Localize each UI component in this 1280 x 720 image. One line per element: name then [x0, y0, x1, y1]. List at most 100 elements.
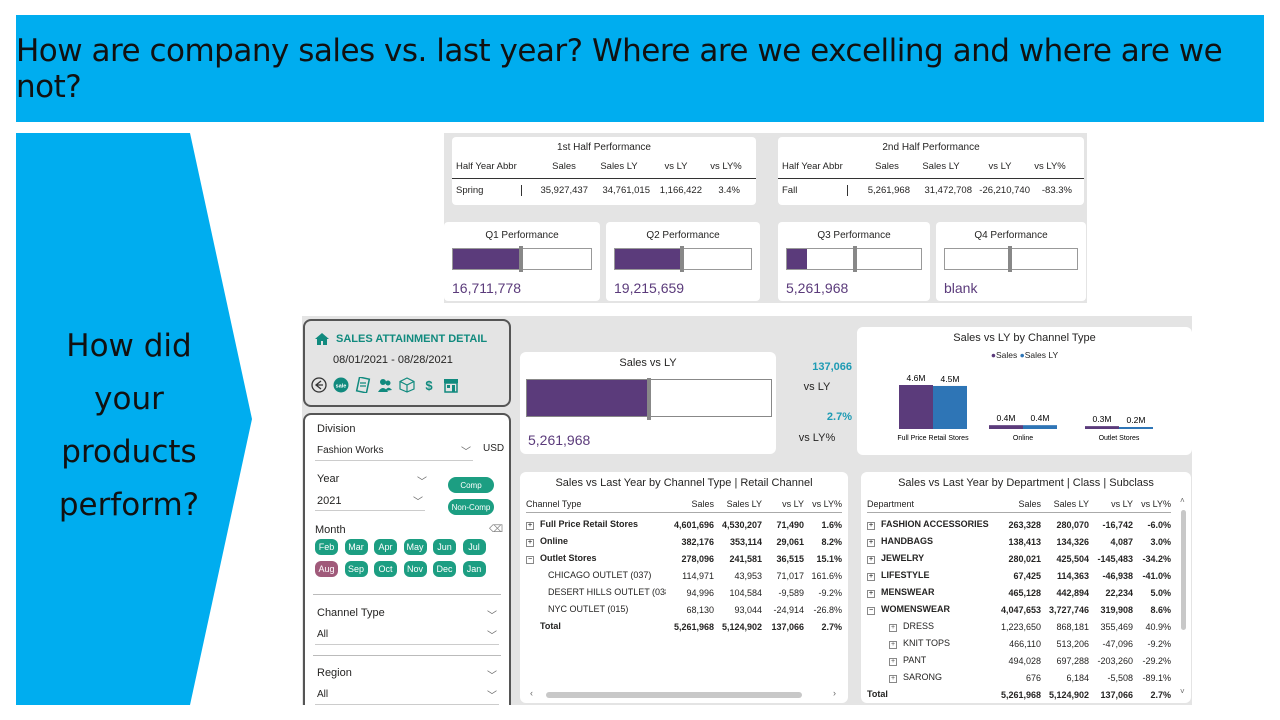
- table-row[interactable]: Total 5,261,968 5,124,902 137,066 2.7%: [867, 686, 1171, 703]
- invoice-icon[interactable]: [355, 377, 371, 393]
- channel-type-dropdown[interactable]: All ﹀: [315, 627, 499, 645]
- column-header[interactable]: Sales: [1018, 498, 1041, 509]
- year-dropdown[interactable]: 2021 ﹀: [315, 493, 425, 511]
- month-button-may[interactable]: May: [403, 539, 427, 555]
- month-button-mar[interactable]: Mar: [344, 539, 368, 555]
- table-row[interactable]: NYC OUTLET (015) 68,130 93,044 -24,914 -26.8…: [526, 601, 842, 618]
- column-header[interactable]: Sales LY: [726, 498, 762, 509]
- cell: 43,953: [734, 570, 762, 581]
- eraser-icon[interactable]: ⌫: [489, 524, 504, 535]
- table-row[interactable]: DESERT HILLS OUTLET (038) 94,996 104,584 -9…: [526, 584, 842, 601]
- column-header[interactable]: Sales LY: [1053, 498, 1089, 509]
- comp-button[interactable]: Comp: [448, 477, 494, 493]
- table-row[interactable]: CHICAGO OUTLET (037) 114,971 43,953 71,017 1…: [526, 567, 842, 584]
- bar-sales-ly-1[interactable]: [1023, 425, 1057, 429]
- column-header[interactable]: Department: [867, 498, 915, 509]
- expand-icon[interactable]: +: [867, 556, 875, 565]
- table-row[interactable]: + FASHION ACCESSORIES 263,328 280,070 -16,74…: [867, 516, 1171, 533]
- cell: 68,130: [686, 604, 714, 615]
- collapse-icon[interactable]: −: [867, 607, 875, 616]
- legend-sales: Sales: [995, 350, 1018, 360]
- collapse-icon[interactable]: −: [526, 556, 534, 565]
- column-header[interactable]: Sales: [691, 498, 714, 509]
- scroll-up-icon[interactable]: ˄: [1180, 496, 1185, 505]
- scroll-thumb[interactable]: [1181, 510, 1186, 630]
- scroll-thumb[interactable]: [546, 692, 802, 698]
- month-button-oct[interactable]: Oct: [374, 561, 397, 577]
- store-icon[interactable]: [443, 377, 459, 393]
- people-icon[interactable]: [377, 377, 393, 393]
- table-row[interactable]: + JEWELRY 280,021 425,504 -145,483 -34.2%: [867, 550, 1171, 567]
- month-button-jan[interactable]: Jan: [462, 561, 486, 577]
- q1-target: [518, 246, 523, 272]
- expand-icon[interactable]: +: [867, 539, 875, 548]
- column-header[interactable]: vs LY%: [1141, 498, 1171, 509]
- second-half-title: 2nd Half Performance: [882, 142, 980, 153]
- month-button-jul[interactable]: Jul: [462, 539, 486, 555]
- table-row[interactable]: + Online 382,176 353,114 29,061 8.2%: [526, 533, 842, 550]
- scroll-down-icon[interactable]: ˅: [1180, 687, 1185, 696]
- expand-icon[interactable]: +: [526, 539, 534, 548]
- cell: 4,601,696: [673, 519, 714, 530]
- expand-icon[interactable]: +: [867, 590, 875, 599]
- expand-icon[interactable]: +: [526, 522, 534, 531]
- cell: -29.2%: [1142, 655, 1171, 666]
- month-button-apr[interactable]: Apr: [374, 539, 397, 555]
- column-header[interactable]: vs LY%: [812, 498, 842, 509]
- expand-icon[interactable]: +: [867, 573, 875, 582]
- expand-icon[interactable]: +: [889, 675, 897, 684]
- back-icon[interactable]: [311, 377, 327, 393]
- cell: -41.0%: [1142, 570, 1171, 581]
- col-sales: Sales: [552, 161, 576, 172]
- table-row[interactable]: + MENSWEAR 465,128 442,894 22,234 5.0%: [867, 584, 1171, 601]
- month-button-nov[interactable]: Nov: [403, 561, 427, 577]
- table-row[interactable]: + SARONG 676 6,184 -5,508 -89.1%: [867, 669, 1171, 686]
- col-half-year: Half Year Abbr: [456, 161, 517, 172]
- table-row[interactable]: + HANDBAGS 138,413 134,326 4,087 3.0%: [867, 533, 1171, 550]
- expand-icon[interactable]: +: [889, 658, 897, 667]
- scroll-left-icon[interactable]: ‹: [530, 688, 533, 698]
- cell: -47,096: [1102, 638, 1133, 649]
- chevron-down-icon[interactable]: ﹀: [417, 477, 427, 488]
- table-row[interactable]: + Full Price Retail Stores 4,601,696 4,530,…: [526, 516, 842, 533]
- table-row[interactable]: − WOMENSWEAR 4,047,653 3,727,746 319,908 8.6%: [867, 601, 1171, 618]
- bar-sales-1[interactable]: [989, 425, 1023, 429]
- month-button-feb[interactable]: Feb: [315, 539, 338, 555]
- month-button-dec[interactable]: Dec: [433, 561, 456, 577]
- row-label: + DRESS: [867, 621, 995, 633]
- horizontal-scrollbar[interactable]: ‹ ›: [530, 688, 838, 699]
- expand-icon[interactable]: +: [867, 522, 875, 531]
- box-icon[interactable]: [399, 377, 415, 393]
- table-row[interactable]: + PANT 494,028 697,288 -203,260 -29.2%: [867, 652, 1171, 669]
- table-row[interactable]: Total 5,261,968 5,124,902 137,066 2.7%: [526, 618, 842, 635]
- column-header[interactable]: vs LY: [782, 498, 804, 509]
- region-dropdown[interactable]: All ﹀: [315, 687, 499, 705]
- noncomp-button[interactable]: Non-Comp: [448, 499, 494, 515]
- bar-sales-0[interactable]: [899, 385, 933, 429]
- chevron-down-icon[interactable]: ﹀: [487, 611, 497, 622]
- vertical-scrollbar[interactable]: ˄ ˅: [1180, 496, 1188, 696]
- month-button-jun[interactable]: Jun: [433, 539, 456, 555]
- expand-icon[interactable]: +: [889, 641, 897, 650]
- sale-icon[interactable]: sale: [333, 377, 349, 393]
- table-row[interactable]: + DRESS 1,223,650 868,181 355,469 40.9%: [867, 618, 1171, 635]
- month-button-aug[interactable]: Aug: [315, 561, 338, 577]
- table-row[interactable]: + KNIT TOPS 466,110 513,206 -47,096 -9.2%: [867, 635, 1171, 652]
- svg-text:sale: sale: [336, 384, 347, 390]
- row-label: NYC OUTLET (015): [526, 604, 666, 616]
- column-header[interactable]: Channel Type: [526, 498, 582, 509]
- chevron-down-icon[interactable]: ﹀: [487, 671, 497, 682]
- bar-sales-ly-0[interactable]: [933, 385, 967, 429]
- column-header[interactable]: vs LY: [1111, 498, 1133, 509]
- table-row[interactable]: − Outlet Stores 278,096 241,581 36,515 15.1%: [526, 550, 842, 567]
- expand-icon[interactable]: +: [889, 624, 897, 633]
- scroll-right-icon[interactable]: ›: [833, 688, 836, 698]
- bar-sales-2[interactable]: [1085, 426, 1119, 429]
- division-dropdown[interactable]: Fashion Works ﹀: [315, 443, 473, 461]
- dollar-icon[interactable]: $: [425, 377, 433, 393]
- col-vs-ly-pct: vs LY%: [1034, 161, 1066, 172]
- table-row[interactable]: + LIFESTYLE 67,425 114,363 -46,938 -41.0%: [867, 567, 1171, 584]
- bar-sales-ly-2[interactable]: [1119, 427, 1153, 429]
- home-icon[interactable]: [315, 333, 329, 345]
- month-button-sep[interactable]: Sep: [344, 561, 368, 577]
